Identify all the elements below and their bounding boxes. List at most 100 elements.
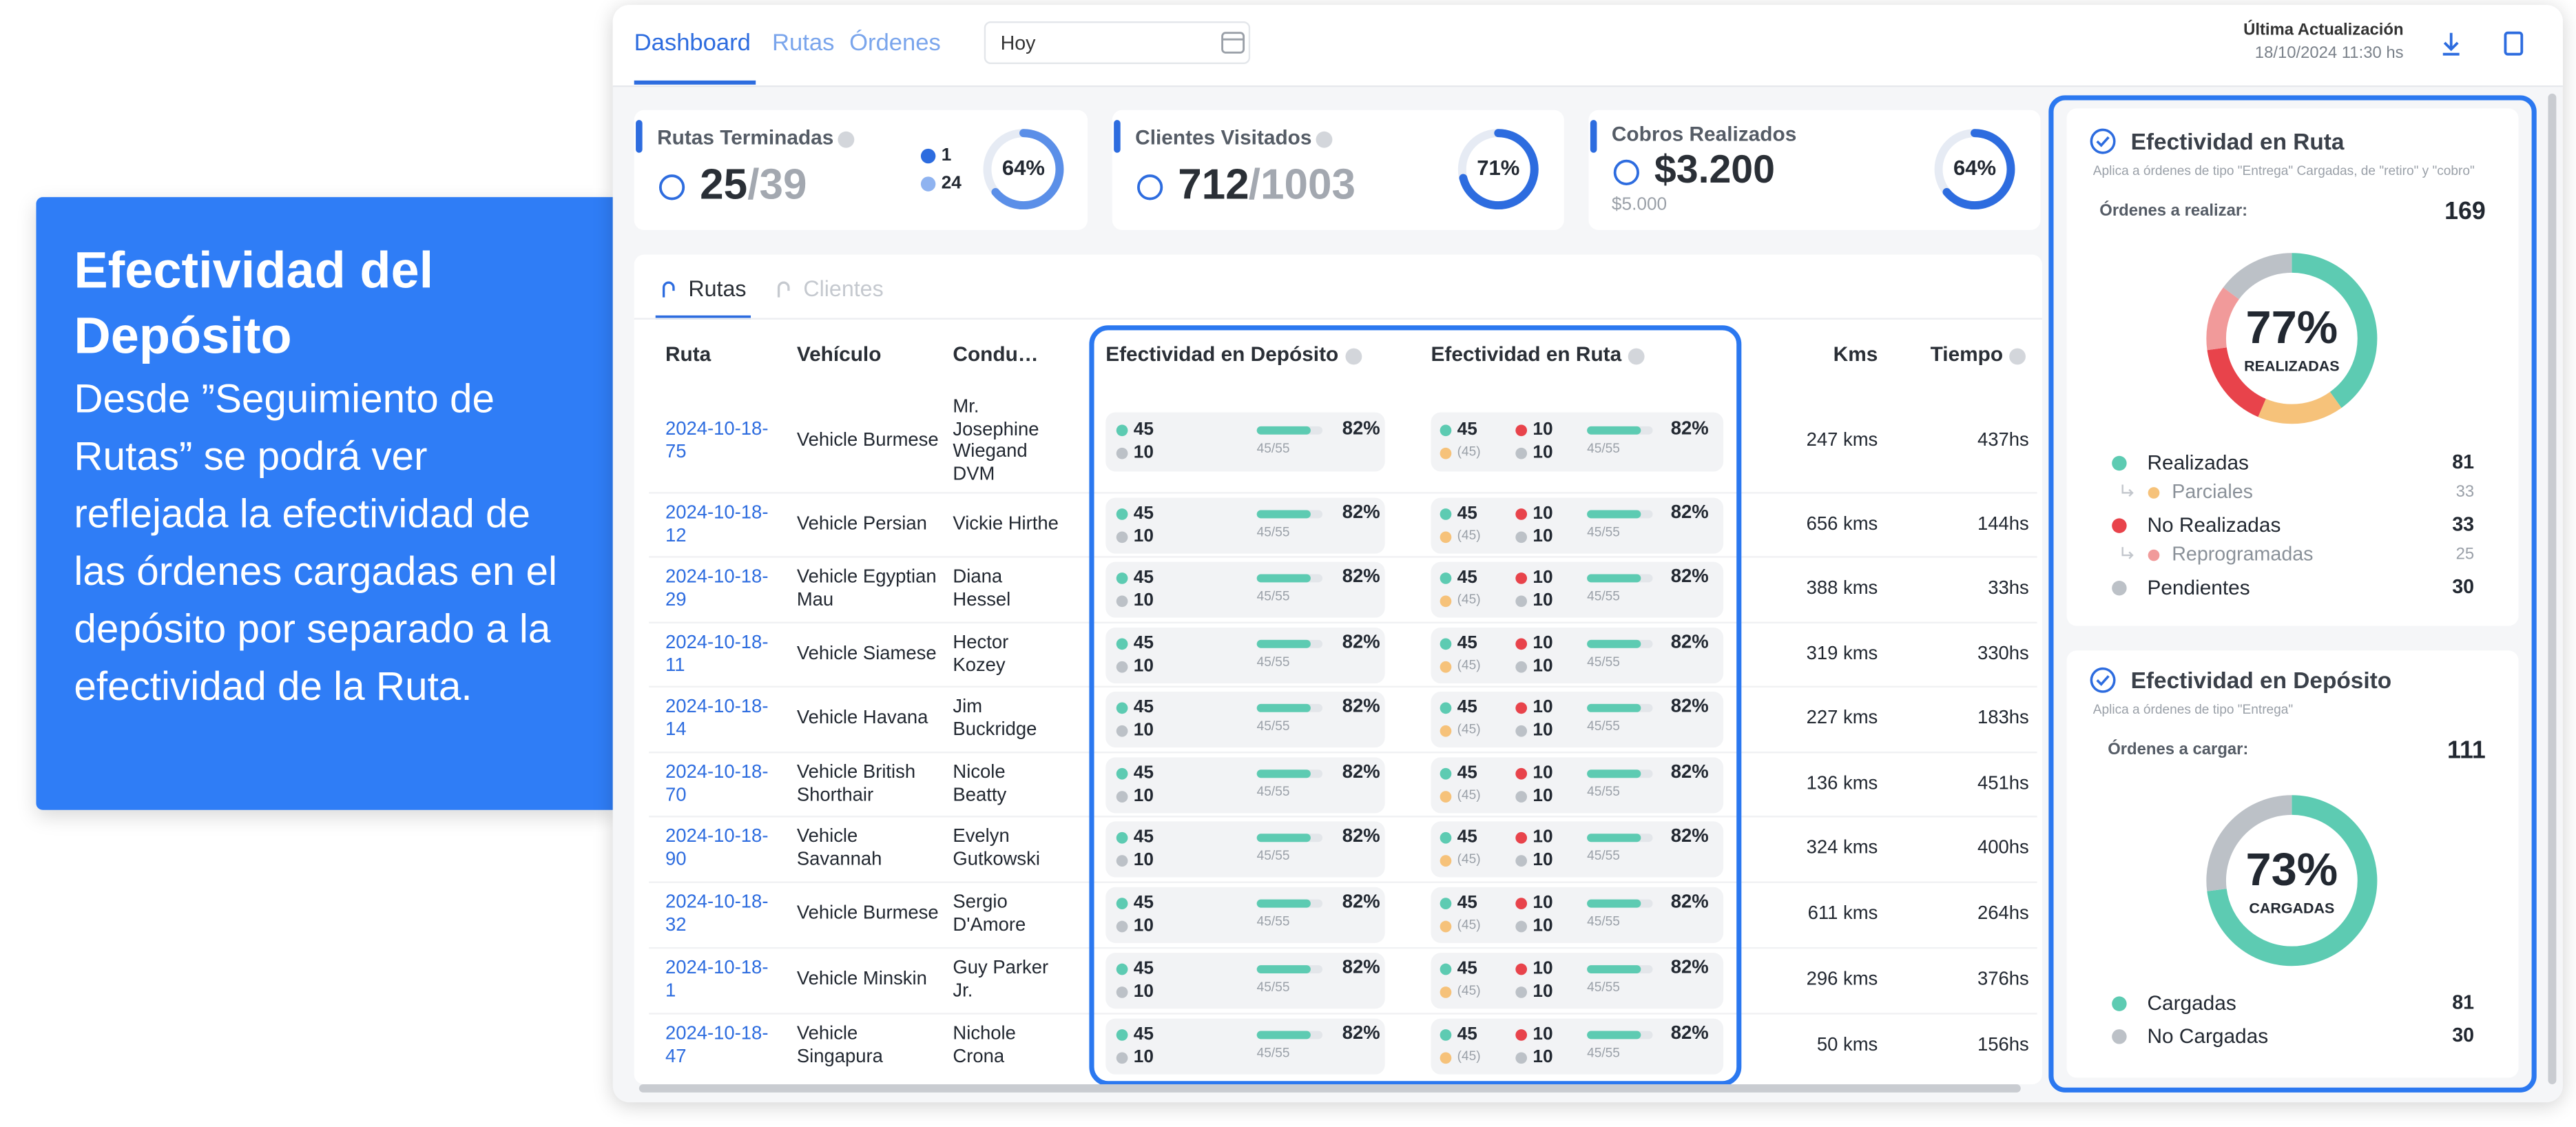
count: 10 xyxy=(1533,827,1553,847)
update-time: 18/10/2024 11:30 hs xyxy=(2254,44,2404,63)
legend-dot xyxy=(1440,447,1452,459)
count-partial: (45) xyxy=(1457,983,1481,998)
time: 451hs xyxy=(1977,774,2029,794)
legend-dot xyxy=(920,148,936,164)
panel-card xyxy=(2066,650,2519,1078)
legend-dot xyxy=(1116,986,1128,998)
vehicle: Vehicle Persian xyxy=(796,515,927,535)
kpi-value: 712 xyxy=(1178,159,1249,209)
ratio: 45/55 xyxy=(1587,913,1620,929)
kms: 136 kms xyxy=(1806,774,1878,794)
kpi-value: $3.200 xyxy=(1654,148,1775,193)
kms: 247 kms xyxy=(1806,431,1878,451)
driver: Diana Hessel xyxy=(953,567,1011,610)
legend-dot xyxy=(1440,831,1452,844)
percent: 82% xyxy=(1342,892,1380,913)
count: 45 xyxy=(1457,568,1477,588)
count: 10 xyxy=(1533,721,1553,741)
legend-dot xyxy=(1440,1052,1452,1064)
route-link[interactable]: 2024-10-18-1 xyxy=(665,958,769,1001)
tab-icon xyxy=(662,281,675,298)
route-link[interactable]: 2024-10-18-12 xyxy=(665,503,769,546)
legend-dot xyxy=(1515,661,1528,673)
table-tab[interactable]: Clientes xyxy=(803,276,884,301)
count: 10 xyxy=(1133,656,1154,676)
route-link[interactable]: 2024-10-18-14 xyxy=(665,697,769,740)
route-link[interactable]: 2024-10-18-75 xyxy=(665,420,769,462)
ratio: 45/55 xyxy=(1256,654,1290,670)
ring-segment xyxy=(2206,253,2378,424)
count-partial: (45) xyxy=(1457,444,1481,459)
kpi-icon xyxy=(1613,159,1639,186)
doc-icon xyxy=(2504,31,2524,56)
count: 10 xyxy=(1133,526,1154,547)
time: 144hs xyxy=(1977,515,2029,535)
legend-dot xyxy=(1116,1052,1128,1064)
table-tab[interactable]: Rutas xyxy=(688,276,747,301)
nav-tab[interactable]: Dashboard xyxy=(634,30,751,57)
count: 45 xyxy=(1133,633,1154,654)
percent: 82% xyxy=(1670,1024,1709,1044)
help-icon xyxy=(838,131,855,148)
legend-dot xyxy=(1515,963,1528,975)
percent: 82% xyxy=(1342,567,1380,588)
tab-underline xyxy=(634,80,756,85)
legend-dot xyxy=(1515,508,1528,520)
kpi-value: 25 xyxy=(700,159,748,209)
ratio: 45/55 xyxy=(1587,848,1620,863)
legend-dot xyxy=(1440,595,1452,608)
count: 10 xyxy=(1133,786,1154,807)
download-icon xyxy=(2442,32,2460,56)
ratio: 45/55 xyxy=(1256,718,1290,734)
route-link[interactable]: 2024-10-18-32 xyxy=(665,893,769,935)
progress-bar xyxy=(1587,639,1641,648)
date-input[interactable] xyxy=(984,21,1251,65)
nav-tab[interactable]: Órdenes xyxy=(849,30,941,57)
legend-label: No Cargadas xyxy=(2147,1024,2269,1048)
card-accent xyxy=(1590,120,1597,153)
check-icon xyxy=(2090,128,2116,154)
route-link[interactable]: 2024-10-18-47 xyxy=(665,1024,769,1066)
legend-dot xyxy=(1116,661,1128,673)
time: 330hs xyxy=(1977,644,2029,665)
vehicle: Vehicle Minskin xyxy=(796,969,927,990)
progress-bar xyxy=(1587,574,1641,583)
route-link[interactable]: 2024-10-18-70 xyxy=(665,763,769,805)
legend-dot xyxy=(1116,831,1128,844)
legend-dot xyxy=(1515,531,1528,544)
kpi-total: /1003 xyxy=(1248,159,1355,209)
tab-icon xyxy=(777,281,790,298)
help-icon xyxy=(2009,348,2026,365)
card-accent xyxy=(636,120,643,153)
route-link[interactable]: 2024-10-18-90 xyxy=(665,827,769,869)
count: 45 xyxy=(1133,893,1154,913)
count: 10 xyxy=(1533,786,1553,807)
progress-bar xyxy=(1587,703,1641,712)
driver: Mr. Josephine Wiegand DVM xyxy=(953,397,1039,484)
ratio: 45/55 xyxy=(1587,441,1620,456)
count: 45 xyxy=(1133,1024,1154,1044)
count: 10 xyxy=(1533,420,1553,440)
count: 45 xyxy=(1133,504,1154,524)
panel-title: Efectividad en Ruta xyxy=(2130,127,2345,155)
route-link[interactable]: 2024-10-18-11 xyxy=(665,633,769,676)
help-icon xyxy=(1316,131,1333,148)
percent: 82% xyxy=(1342,503,1380,524)
kms: 227 kms xyxy=(1806,708,1878,729)
legend-value: 30 xyxy=(2452,1023,2475,1047)
callout-title: Efectividad del Depósito xyxy=(74,241,434,365)
legend-dot xyxy=(1515,986,1528,998)
legend-value: 25 xyxy=(2455,546,2475,564)
route-link[interactable]: 2024-10-18-29 xyxy=(665,567,769,610)
count: 10 xyxy=(1533,504,1553,524)
vehicle: Vehicle Burmese xyxy=(796,431,939,451)
nav-tab[interactable]: Rutas xyxy=(772,30,835,57)
time: 33hs xyxy=(1988,579,2029,599)
ratio: 45/55 xyxy=(1587,524,1620,540)
legend-dot xyxy=(1116,424,1128,437)
progress-bar xyxy=(1587,426,1641,435)
legend-dot xyxy=(1116,855,1128,867)
ratio: 45/55 xyxy=(1256,1045,1290,1061)
